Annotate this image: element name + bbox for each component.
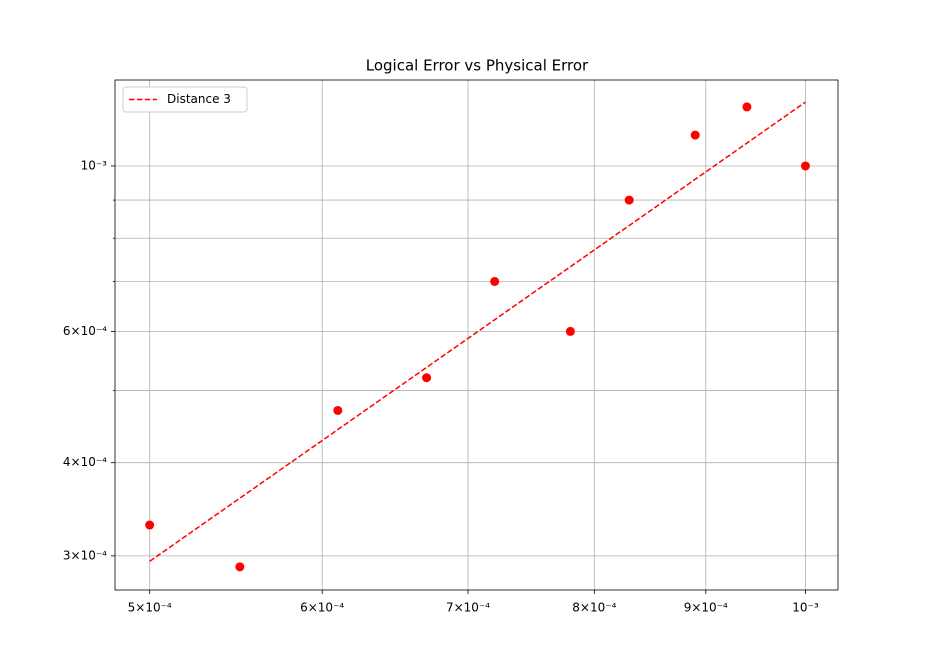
y-tick-label: 10⁻³ bbox=[81, 158, 108, 172]
point bbox=[800, 161, 810, 171]
legend-label: Distance 3 bbox=[167, 92, 231, 106]
point bbox=[235, 562, 245, 572]
point bbox=[145, 520, 155, 530]
point bbox=[422, 373, 432, 383]
point bbox=[624, 195, 634, 205]
y-tick-label: 3×10⁻⁴ bbox=[63, 548, 107, 562]
legend: Distance 3 bbox=[122, 86, 248, 113]
point bbox=[742, 102, 752, 112]
x-tick-label: 5×10⁻⁴ bbox=[128, 601, 172, 615]
x-tick-label: 6×10⁻⁴ bbox=[300, 601, 344, 615]
plot-frame bbox=[114, 79, 839, 591]
x-tick-label: 10⁻³ bbox=[792, 601, 819, 615]
point bbox=[333, 405, 343, 415]
x-tick-label: 9×10⁻⁴ bbox=[684, 601, 728, 615]
point bbox=[565, 326, 575, 336]
point bbox=[490, 276, 500, 286]
y-tick-label: 4×10⁻⁴ bbox=[63, 455, 107, 469]
x-tick-label: 8×10⁻⁴ bbox=[572, 601, 616, 615]
x-tick-label: 7×10⁻⁴ bbox=[446, 601, 490, 615]
fit-line bbox=[149, 101, 806, 562]
y-tick-label: 6×10⁻⁴ bbox=[63, 324, 107, 338]
point bbox=[690, 130, 700, 140]
chart-title: Logical Error vs Physical Error bbox=[366, 57, 589, 75]
legend-box bbox=[122, 86, 248, 113]
